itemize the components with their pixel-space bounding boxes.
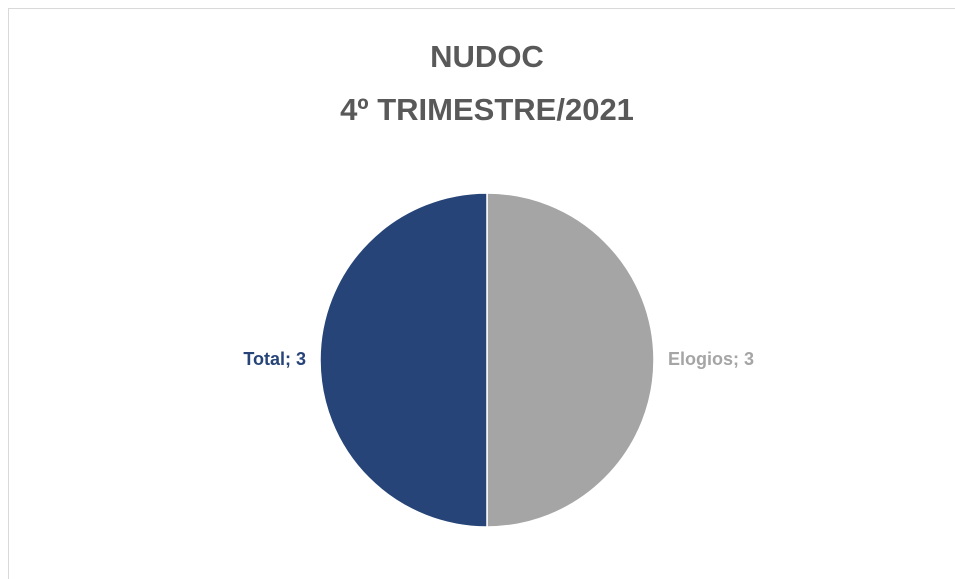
data-label: Elogios; 3 — [668, 349, 754, 369]
pie-slice — [486, 192, 655, 528]
chart-subtitle: 4º TRIMESTRE/2021 — [340, 92, 634, 127]
pie-slice — [319, 192, 488, 528]
data-label: Total; 3 — [243, 349, 306, 369]
chart-title: NUDOC — [430, 39, 544, 74]
